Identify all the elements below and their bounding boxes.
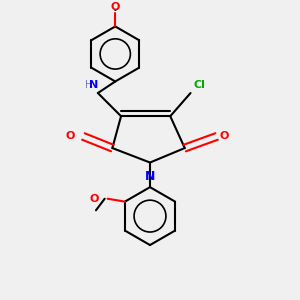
Text: O: O — [111, 2, 120, 12]
Text: N: N — [145, 170, 155, 183]
Text: N: N — [88, 80, 98, 90]
Text: O: O — [89, 194, 99, 204]
Text: Cl: Cl — [194, 80, 205, 90]
Text: H: H — [85, 80, 92, 90]
Text: O: O — [65, 131, 75, 142]
Text: O: O — [220, 131, 229, 142]
